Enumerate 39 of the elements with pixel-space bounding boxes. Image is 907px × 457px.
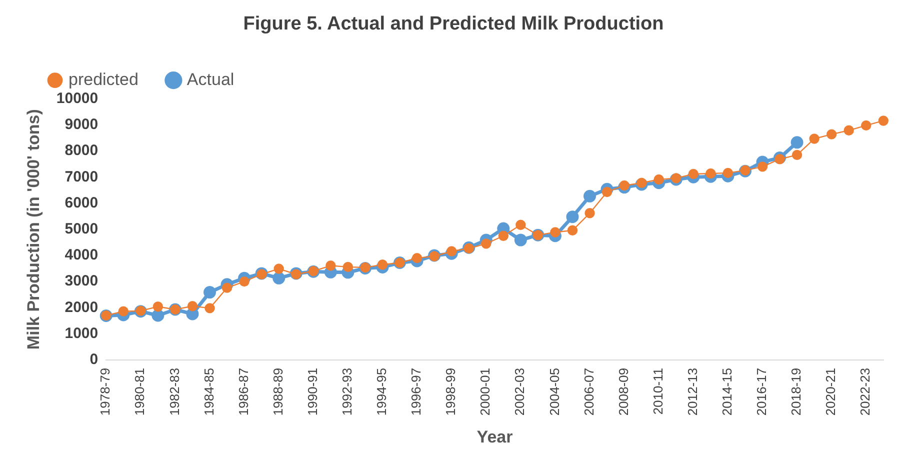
y-tick-label: 4000 bbox=[64, 246, 98, 264]
x-tick-label: 2008-09 bbox=[616, 368, 631, 416]
x-tick-label: 1984-85 bbox=[201, 368, 216, 416]
y-tick-label: 6000 bbox=[64, 194, 98, 212]
x-tick-label: 1996-97 bbox=[408, 368, 424, 416]
x-tick-label: 2000-01 bbox=[478, 368, 493, 416]
x-tick-label: 2014-15 bbox=[720, 368, 735, 416]
x-tick-label: 1992-93 bbox=[340, 368, 355, 416]
x-tick-label: 2012-13 bbox=[684, 368, 700, 416]
x-tick-label: 1998-99 bbox=[443, 368, 458, 416]
x-tick-label: 2002-03 bbox=[512, 368, 528, 416]
x-tick-label: 2004-05 bbox=[546, 368, 562, 416]
x-axis-title: Year bbox=[476, 427, 514, 446]
x-tick-label: 2018-19 bbox=[788, 368, 804, 416]
x-tick-label: 2010-11 bbox=[650, 368, 666, 415]
y-tick-label: 3000 bbox=[64, 272, 98, 290]
x-tick-label: 1990-91 bbox=[304, 368, 320, 416]
legend-label: predicted bbox=[68, 70, 138, 89]
chart-title: Figure 5. Actual and Predicted Milk Production bbox=[243, 14, 664, 35]
legend-label: Actual bbox=[186, 70, 234, 89]
y-tick-label: 8000 bbox=[64, 142, 98, 160]
x-tick-label: 2016-17 bbox=[754, 368, 770, 416]
x-tick-label: 1982-83 bbox=[166, 368, 182, 416]
x-tick-label: 1986-87 bbox=[236, 368, 251, 416]
x-tick-label: 2006-07 bbox=[581, 368, 596, 416]
x-tick-label: 1994-95 bbox=[374, 368, 390, 416]
x-tick-label: 1980-81 bbox=[132, 368, 148, 416]
x-tick-label: 1988-89 bbox=[270, 368, 286, 416]
y-tick-label: 1000 bbox=[64, 324, 98, 342]
x-tick-label: 2020-21 bbox=[823, 368, 838, 416]
y-tick-label: 7000 bbox=[64, 168, 98, 186]
y-tick-label: 9000 bbox=[64, 116, 98, 134]
y-axis-title: Milk Production (in '000' tons) bbox=[24, 109, 43, 350]
y-tick-label: 10000 bbox=[56, 90, 98, 107]
y-tick-label: 5000 bbox=[64, 220, 98, 238]
y-tick-label: 0 bbox=[90, 351, 98, 368]
x-tick-label: 1978-79 bbox=[98, 368, 113, 416]
y-tick-label: 2000 bbox=[64, 298, 98, 316]
x-tick-label: 2022-23 bbox=[858, 368, 873, 416]
